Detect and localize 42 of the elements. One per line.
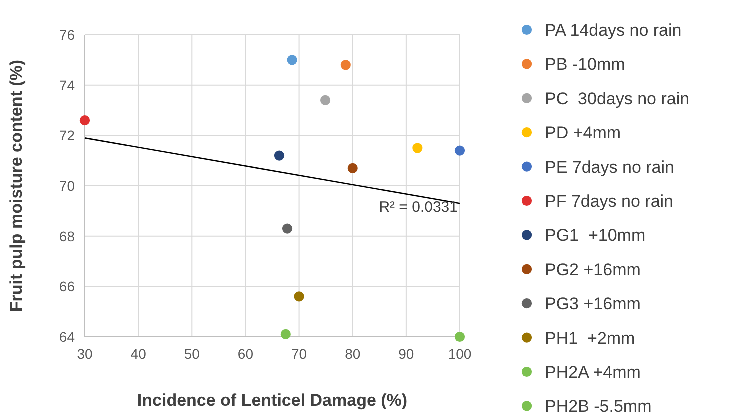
legend-label: PA 14days no rain	[545, 21, 682, 40]
point	[412, 143, 423, 154]
y-tick-label: 70	[59, 178, 76, 194]
y-tick-label: 68	[59, 228, 76, 244]
legend-label: PG3 +16mm	[545, 294, 641, 314]
legend-label: PD +4mm	[545, 124, 622, 143]
legend-label: PF 7days no rain	[545, 192, 674, 211]
x-tick-label: 80	[345, 346, 361, 362]
point	[348, 163, 358, 174]
x-axis-title: Incidence of Lenticel Damage (%)	[137, 391, 408, 410]
point	[320, 95, 331, 106]
legend-label: PG1 +10mm	[545, 226, 646, 246]
legend-label: PC 30days no rain	[545, 89, 690, 108]
y-tick-label: 72	[59, 128, 76, 144]
point	[287, 55, 298, 66]
point	[282, 224, 293, 234]
point	[294, 292, 304, 302]
x-tick-label: 100	[448, 346, 472, 362]
x-tick-label: 70	[291, 346, 308, 362]
point	[274, 150, 285, 161]
x-tick-label: 40	[130, 346, 147, 362]
y-tick-label: 66	[59, 278, 76, 295]
x-tick-label: 90	[398, 346, 414, 362]
legend-label: PH1 +2mm	[545, 328, 636, 348]
x-tick-label: 50	[184, 346, 200, 362]
legend-label: PH2B -5.5mm	[545, 397, 652, 416]
y-axis-title: Fruit pulp moisture content (%)	[7, 60, 26, 312]
point	[454, 146, 466, 156]
y-tick-label: 74	[59, 77, 76, 94]
point	[280, 329, 291, 340]
point	[80, 116, 90, 126]
annotation: R² = 0.0331	[379, 199, 458, 216]
point	[454, 332, 466, 342]
legend-label: PH2A +4mm	[545, 363, 641, 382]
legend-label: PB -10mm	[545, 55, 626, 74]
legend-label: PE 7days no rain	[545, 158, 674, 177]
point	[340, 60, 351, 70]
y-tick-label: 76	[59, 27, 76, 43]
x-tick-label: 60	[238, 346, 254, 362]
x-tick-label: 30	[77, 346, 93, 362]
legend-label: PG2 +16mm	[545, 260, 641, 280]
y-tick-label: 64	[59, 329, 76, 345]
